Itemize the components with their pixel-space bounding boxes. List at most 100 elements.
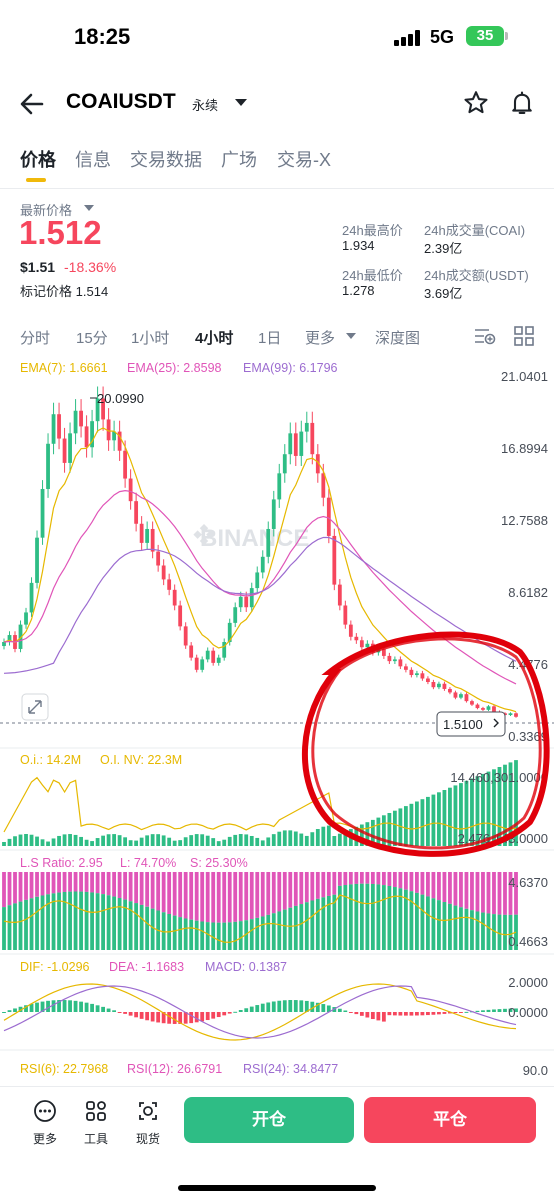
- ls-long-bar: [508, 914, 513, 950]
- tab-square[interactable]: 广场: [221, 150, 257, 170]
- ls-short-bar: [249, 872, 254, 920]
- ls-long-bar: [470, 910, 474, 950]
- ls-short-bar: [387, 872, 392, 886]
- chart-area[interactable]: BINANCE EMA(7): 1.6661 EMA(25): 2.8598 E…: [0, 352, 554, 1086]
- tab-trade-x[interactable]: 交易-X: [277, 150, 331, 170]
- candle: [255, 572, 260, 589]
- oi-bar: [337, 833, 342, 846]
- interval-1d[interactable]: 1日: [258, 330, 282, 347]
- caret-down-icon[interactable]: [346, 333, 356, 340]
- macd-bar: [62, 1000, 67, 1012]
- interval-15m[interactable]: 15分: [76, 330, 108, 347]
- macd-tick: 2.0000: [508, 975, 548, 990]
- ls-long-bar: [475, 911, 480, 950]
- interval-1h[interactable]: 1小时: [131, 330, 170, 347]
- candle: [84, 426, 89, 448]
- bell-icon[interactable]: [508, 89, 536, 117]
- macd-bar: [365, 1012, 370, 1018]
- open-position-button[interactable]: 开仓: [184, 1097, 354, 1143]
- interval-more[interactable]: 更多: [305, 330, 336, 347]
- ls-long-bar: [326, 895, 331, 950]
- ls-long-bar: [18, 901, 23, 950]
- candle: [128, 478, 133, 502]
- macd-bar: [481, 1010, 485, 1012]
- ls-long-bar: [227, 922, 232, 950]
- ls-short-bar: [62, 872, 67, 892]
- contract-type[interactable]: 永续: [192, 98, 219, 113]
- tab-trading-data[interactable]: 交易数据: [130, 150, 202, 170]
- candle: [293, 433, 298, 456]
- macd-dif-label: DIF: -1.0296: [20, 960, 90, 974]
- symbol-title[interactable]: COAIUSDT: [66, 90, 176, 113]
- tools-button[interactable]: 工具: [76, 1099, 116, 1147]
- caret-down-icon[interactable]: [84, 205, 94, 212]
- expand-icon[interactable]: [21, 693, 49, 721]
- macd-bar: [304, 1000, 309, 1012]
- ls-short-bar: [145, 872, 150, 907]
- ema7-line: [3, 427, 517, 713]
- back-arrow-icon[interactable]: [18, 90, 46, 118]
- tools-icon: [86, 1101, 106, 1121]
- caret-down-icon[interactable]: [234, 98, 248, 108]
- macd-bar: [475, 1010, 480, 1012]
- ls-long-bar: [112, 896, 117, 950]
- spot-button[interactable]: 现货: [128, 1099, 168, 1147]
- macd-bar: [255, 1005, 260, 1012]
- more-button[interactable]: 更多: [25, 1099, 65, 1147]
- candle: [431, 681, 436, 688]
- rsi24-label: RSI(24): 34.8477: [243, 1062, 338, 1076]
- ls-long-bar: [172, 915, 177, 950]
- macd-bar: [13, 1008, 17, 1012]
- ls-short-bar: [365, 872, 370, 884]
- interval-4h[interactable]: 4小时: [195, 330, 234, 347]
- macd-bar: [260, 1003, 265, 1012]
- kline-chart[interactable]: BINANCE EMA(7): 1.6661 EMA(25): 2.8598 E…: [0, 352, 554, 1086]
- macd-dea-label: DEA: -1.1683: [109, 960, 184, 974]
- last-price-label[interactable]: 最新价格: [20, 203, 73, 218]
- candle: [486, 706, 491, 710]
- ls-long-bar: [123, 899, 128, 950]
- candle: [442, 683, 447, 689]
- star-icon[interactable]: [462, 89, 490, 117]
- macd-bar: [194, 1012, 199, 1023]
- current-price-tag[interactable]: [436, 711, 506, 737]
- oi-bar: [150, 834, 155, 846]
- interval-timeline[interactable]: 分时: [20, 330, 51, 347]
- candle: [189, 645, 194, 658]
- indicator-settings-icon[interactable]: [474, 326, 496, 346]
- macd-bar: [508, 1008, 513, 1012]
- ls-short-bar: [57, 872, 61, 893]
- ls-long-bar: [150, 908, 155, 950]
- ls-short-bar: [205, 872, 210, 923]
- candle: [106, 419, 111, 441]
- oi-bar: [387, 813, 392, 846]
- candle: [392, 659, 397, 662]
- oi-bar: [24, 834, 28, 846]
- macd-bar: [134, 1012, 139, 1018]
- macd-bar: [387, 1012, 392, 1016]
- macd-bar: [73, 1000, 78, 1012]
- ls-short-bar: [470, 872, 474, 911]
- macd-bar: [343, 1010, 348, 1012]
- tab-info[interactable]: 信息: [75, 150, 111, 170]
- close-position-button[interactable]: 平仓: [364, 1097, 536, 1143]
- oi-bar: [459, 783, 463, 846]
- oi-bar: [73, 834, 78, 846]
- candle: [40, 488, 45, 538]
- oi-bar: [79, 836, 83, 846]
- oi-bar: [29, 834, 34, 846]
- ls-short-bar: [486, 872, 491, 914]
- candle: [481, 708, 485, 710]
- oi-bar: [244, 834, 249, 846]
- macd-bar: [370, 1012, 375, 1020]
- tab-price[interactable]: 价格: [20, 150, 56, 170]
- ls-long-bar: [299, 904, 304, 950]
- oi-bar: [145, 835, 150, 846]
- ls-short-bar: [150, 872, 155, 909]
- interval-depth[interactable]: 深度图: [375, 330, 421, 347]
- candle: [475, 704, 480, 709]
- candle: [387, 655, 392, 662]
- macd-bar: [486, 1009, 491, 1012]
- layout-grid-icon[interactable]: [514, 326, 534, 346]
- oi-bar: [381, 815, 386, 846]
